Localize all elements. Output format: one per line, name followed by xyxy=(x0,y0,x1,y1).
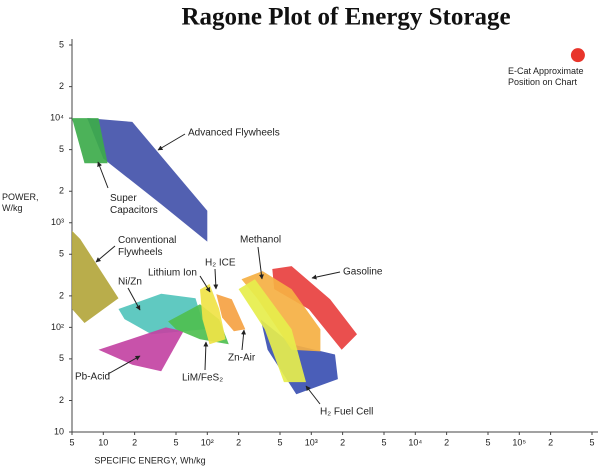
region xyxy=(98,327,184,372)
x-tick-label: 2 xyxy=(236,437,241,447)
region xyxy=(272,266,357,350)
region-label: H₂ Fuel Cell xyxy=(320,407,373,418)
label-arrow xyxy=(203,341,209,371)
region-label: Zn-Air xyxy=(228,353,256,364)
x-tick-label: 2 xyxy=(444,437,449,447)
label-arrow xyxy=(157,133,186,151)
region xyxy=(87,118,208,242)
label-arrow xyxy=(97,161,109,189)
label-arrow xyxy=(127,287,141,311)
region-label: Methanol xyxy=(240,235,281,246)
label-arrow xyxy=(305,385,321,405)
region-label: Lithium Ion xyxy=(148,268,197,279)
y-tick-label: 10⁴ xyxy=(50,113,64,123)
y-tick-label: 5 xyxy=(59,144,64,154)
x-tick-label: 10 xyxy=(98,437,108,447)
y-tick-label: 10² xyxy=(51,322,64,332)
x-tick-label: 5 xyxy=(485,437,490,447)
x-tick-label: 5 xyxy=(69,437,74,447)
y-axis-label: POWER, W/kg xyxy=(2,192,39,213)
y-tick-label: 5 xyxy=(59,39,64,49)
x-tick-label: 2 xyxy=(132,437,137,447)
region-label: Pb-Acid xyxy=(75,372,110,383)
region-label: Super Capacitors xyxy=(110,193,158,216)
label-arrow xyxy=(241,329,247,351)
x-tick-label: 10³ xyxy=(305,437,318,447)
label-arrow xyxy=(199,275,211,293)
label-arrow xyxy=(257,246,264,280)
label-arrow xyxy=(311,271,341,280)
x-tick-label: 2 xyxy=(548,437,553,447)
x-tick-label: 10² xyxy=(201,437,214,447)
y-tick-label: 2 xyxy=(59,81,64,91)
region xyxy=(200,284,226,345)
x-tick-label: 5 xyxy=(277,437,282,447)
region xyxy=(216,294,246,332)
chart-title: Ragone Plot of Energy Storage xyxy=(181,4,510,31)
label-arrow xyxy=(213,268,219,290)
y-tick-label: 2 xyxy=(59,290,64,300)
region-label: Advanced Flywheels xyxy=(188,128,280,139)
region-label: Ni/Zn xyxy=(118,277,142,288)
region-label: LiM/FeS₂ xyxy=(182,373,223,384)
region xyxy=(72,118,108,164)
x-tick-label: 5 xyxy=(381,437,386,447)
region xyxy=(238,279,306,383)
region-label: H₂ ICE xyxy=(205,258,236,269)
x-axis-label: SPECIFIC ENERGY, Wh/kg xyxy=(94,455,205,465)
x-tick-label: 2 xyxy=(340,437,345,447)
marker-point xyxy=(570,48,585,63)
region-label: Gasoline xyxy=(343,267,383,278)
y-tick-label: 2 xyxy=(59,395,64,405)
x-tick-label: 10⁴ xyxy=(408,437,422,447)
y-tick-label: 2 xyxy=(59,186,64,196)
region-label: Conventional Flywheels xyxy=(118,235,176,258)
y-tick-label: 10³ xyxy=(51,217,64,227)
marker-label: E-Cat Approximate Position on Chart xyxy=(508,66,584,87)
y-tick-label: 5 xyxy=(59,249,64,259)
label-arrow xyxy=(95,245,116,263)
x-tick-label: 5 xyxy=(589,437,594,447)
x-tick-label: 10⁵ xyxy=(512,437,526,447)
y-tick-label: 10 xyxy=(54,426,64,436)
label-arrow xyxy=(107,355,141,375)
region xyxy=(72,230,119,323)
x-tick-label: 5 xyxy=(173,437,178,447)
y-tick-label: 5 xyxy=(59,353,64,363)
